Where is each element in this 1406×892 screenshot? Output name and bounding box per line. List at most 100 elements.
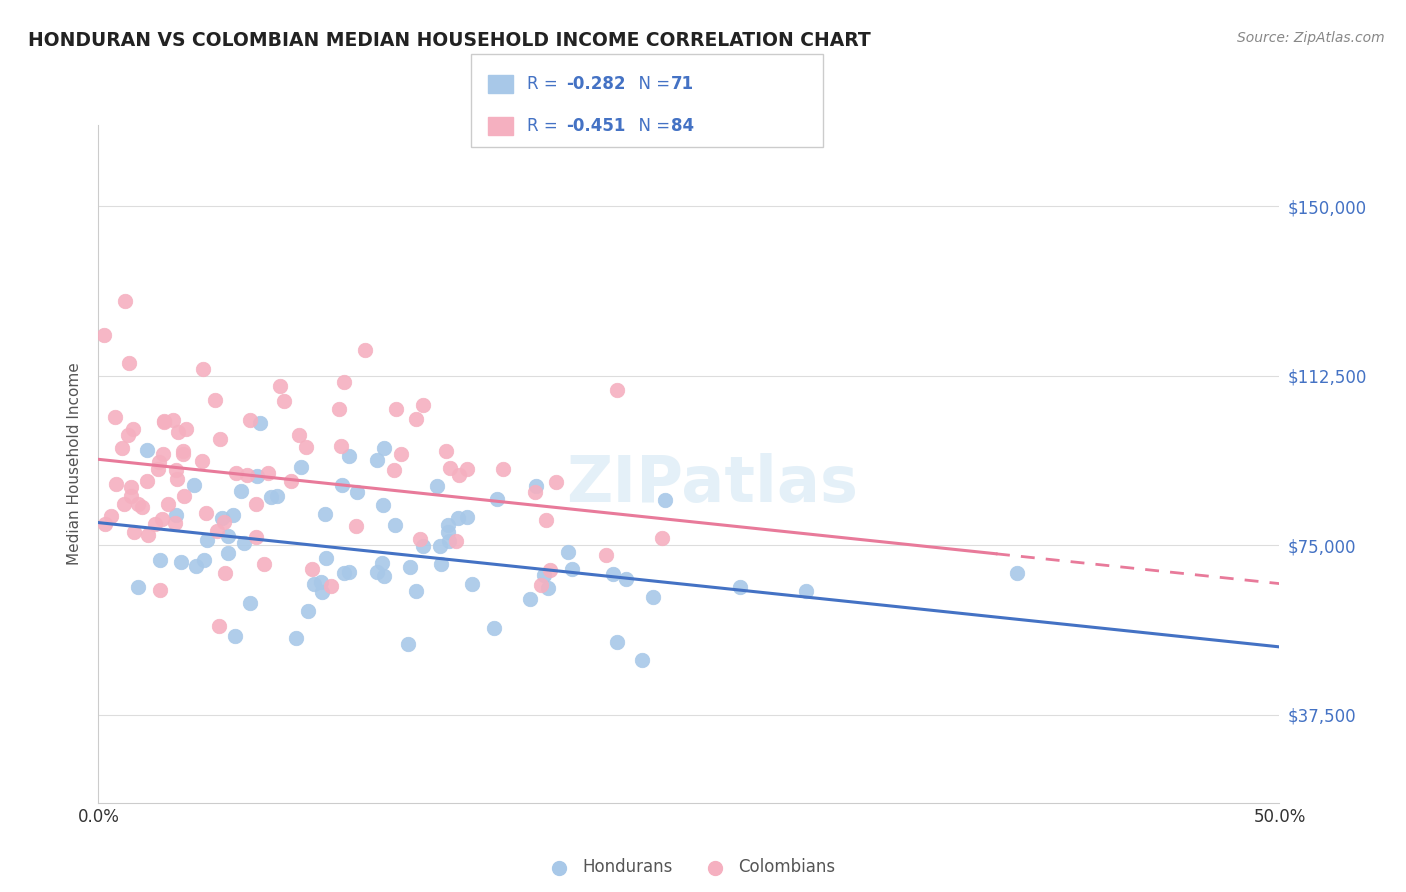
Point	[211, 510, 233, 524]
Point	[205, 524, 228, 538]
Point	[337, 565, 360, 579]
Point	[111, 442, 134, 456]
Point	[204, 393, 226, 408]
Point	[524, 479, 547, 493]
Point	[630, 653, 652, 667]
Point	[150, 511, 173, 525]
Point	[191, 362, 214, 376]
Point	[249, 416, 271, 430]
Point	[186, 559, 208, 574]
Point	[100, 508, 122, 523]
Point	[253, 558, 276, 572]
Text: -0.451: -0.451	[567, 117, 626, 135]
Point	[371, 498, 394, 512]
Point	[217, 528, 239, 542]
Point	[346, 485, 368, 500]
Point	[328, 401, 350, 416]
Point	[208, 618, 231, 632]
Point	[117, 428, 139, 442]
Point	[170, 555, 193, 569]
Point	[114, 293, 136, 308]
Point	[273, 394, 295, 409]
Point	[191, 454, 214, 468]
Point	[523, 485, 546, 500]
Point	[301, 562, 323, 576]
Point	[314, 508, 336, 522]
Point	[245, 529, 267, 543]
Point	[333, 375, 356, 389]
Point	[122, 524, 145, 539]
Point	[165, 463, 187, 477]
Point	[557, 545, 579, 559]
Point	[183, 478, 205, 492]
Text: N =: N =	[628, 75, 676, 93]
Point	[174, 422, 197, 436]
Point	[239, 413, 262, 427]
Y-axis label: Median Household Income: Median Household Income	[67, 362, 83, 566]
Point	[143, 517, 166, 532]
Point	[651, 531, 673, 545]
Point	[165, 508, 187, 522]
Text: ZIPatlas: ZIPatlas	[567, 453, 859, 516]
Point	[136, 475, 159, 489]
Point	[295, 440, 318, 454]
Text: -0.282: -0.282	[567, 75, 626, 93]
Point	[131, 500, 153, 515]
Point	[530, 578, 553, 592]
Point	[533, 567, 555, 582]
Point	[236, 468, 259, 483]
Point	[166, 472, 188, 486]
Point	[384, 517, 406, 532]
Point	[616, 572, 638, 586]
Point	[437, 524, 460, 539]
Point	[444, 534, 467, 549]
Point	[118, 355, 141, 369]
Point	[728, 580, 751, 594]
Point	[239, 596, 262, 610]
Point	[384, 401, 406, 416]
Point	[437, 533, 460, 548]
Point	[232, 536, 254, 550]
Legend: Hondurans, Colombians: Hondurans, Colombians	[536, 851, 842, 882]
Point	[193, 552, 215, 566]
Point	[430, 558, 453, 572]
Point	[212, 515, 235, 529]
Point	[149, 553, 172, 567]
Point	[127, 497, 149, 511]
Point	[426, 479, 449, 493]
Point	[127, 581, 149, 595]
Point	[536, 513, 558, 527]
Point	[93, 327, 115, 342]
Point	[434, 443, 457, 458]
Point	[269, 379, 291, 393]
Point	[152, 447, 174, 461]
Point	[366, 565, 388, 579]
Point	[311, 575, 333, 590]
Point	[321, 579, 343, 593]
Point	[354, 343, 377, 357]
Point	[148, 462, 170, 476]
Point	[333, 566, 356, 580]
Point	[561, 562, 583, 576]
Text: 71: 71	[671, 75, 693, 93]
Point	[225, 467, 247, 481]
Point	[1005, 566, 1028, 580]
Text: R =: R =	[527, 75, 564, 93]
Point	[456, 462, 478, 476]
Point	[315, 551, 337, 566]
Point	[486, 491, 509, 506]
Point	[290, 460, 312, 475]
Point	[606, 383, 628, 397]
Point	[172, 447, 194, 461]
Point	[172, 444, 194, 458]
Point	[437, 518, 460, 533]
Text: 84: 84	[671, 117, 693, 135]
Point	[120, 480, 142, 494]
Text: HONDURAN VS COLOMBIAN MEDIAN HOUSEHOLD INCOME CORRELATION CHART: HONDURAN VS COLOMBIAN MEDIAN HOUSEHOLD I…	[28, 31, 870, 50]
Point	[405, 584, 427, 599]
Point	[456, 510, 478, 524]
Point	[163, 516, 186, 530]
Point	[153, 414, 176, 428]
Point	[330, 477, 353, 491]
Point	[217, 546, 239, 560]
